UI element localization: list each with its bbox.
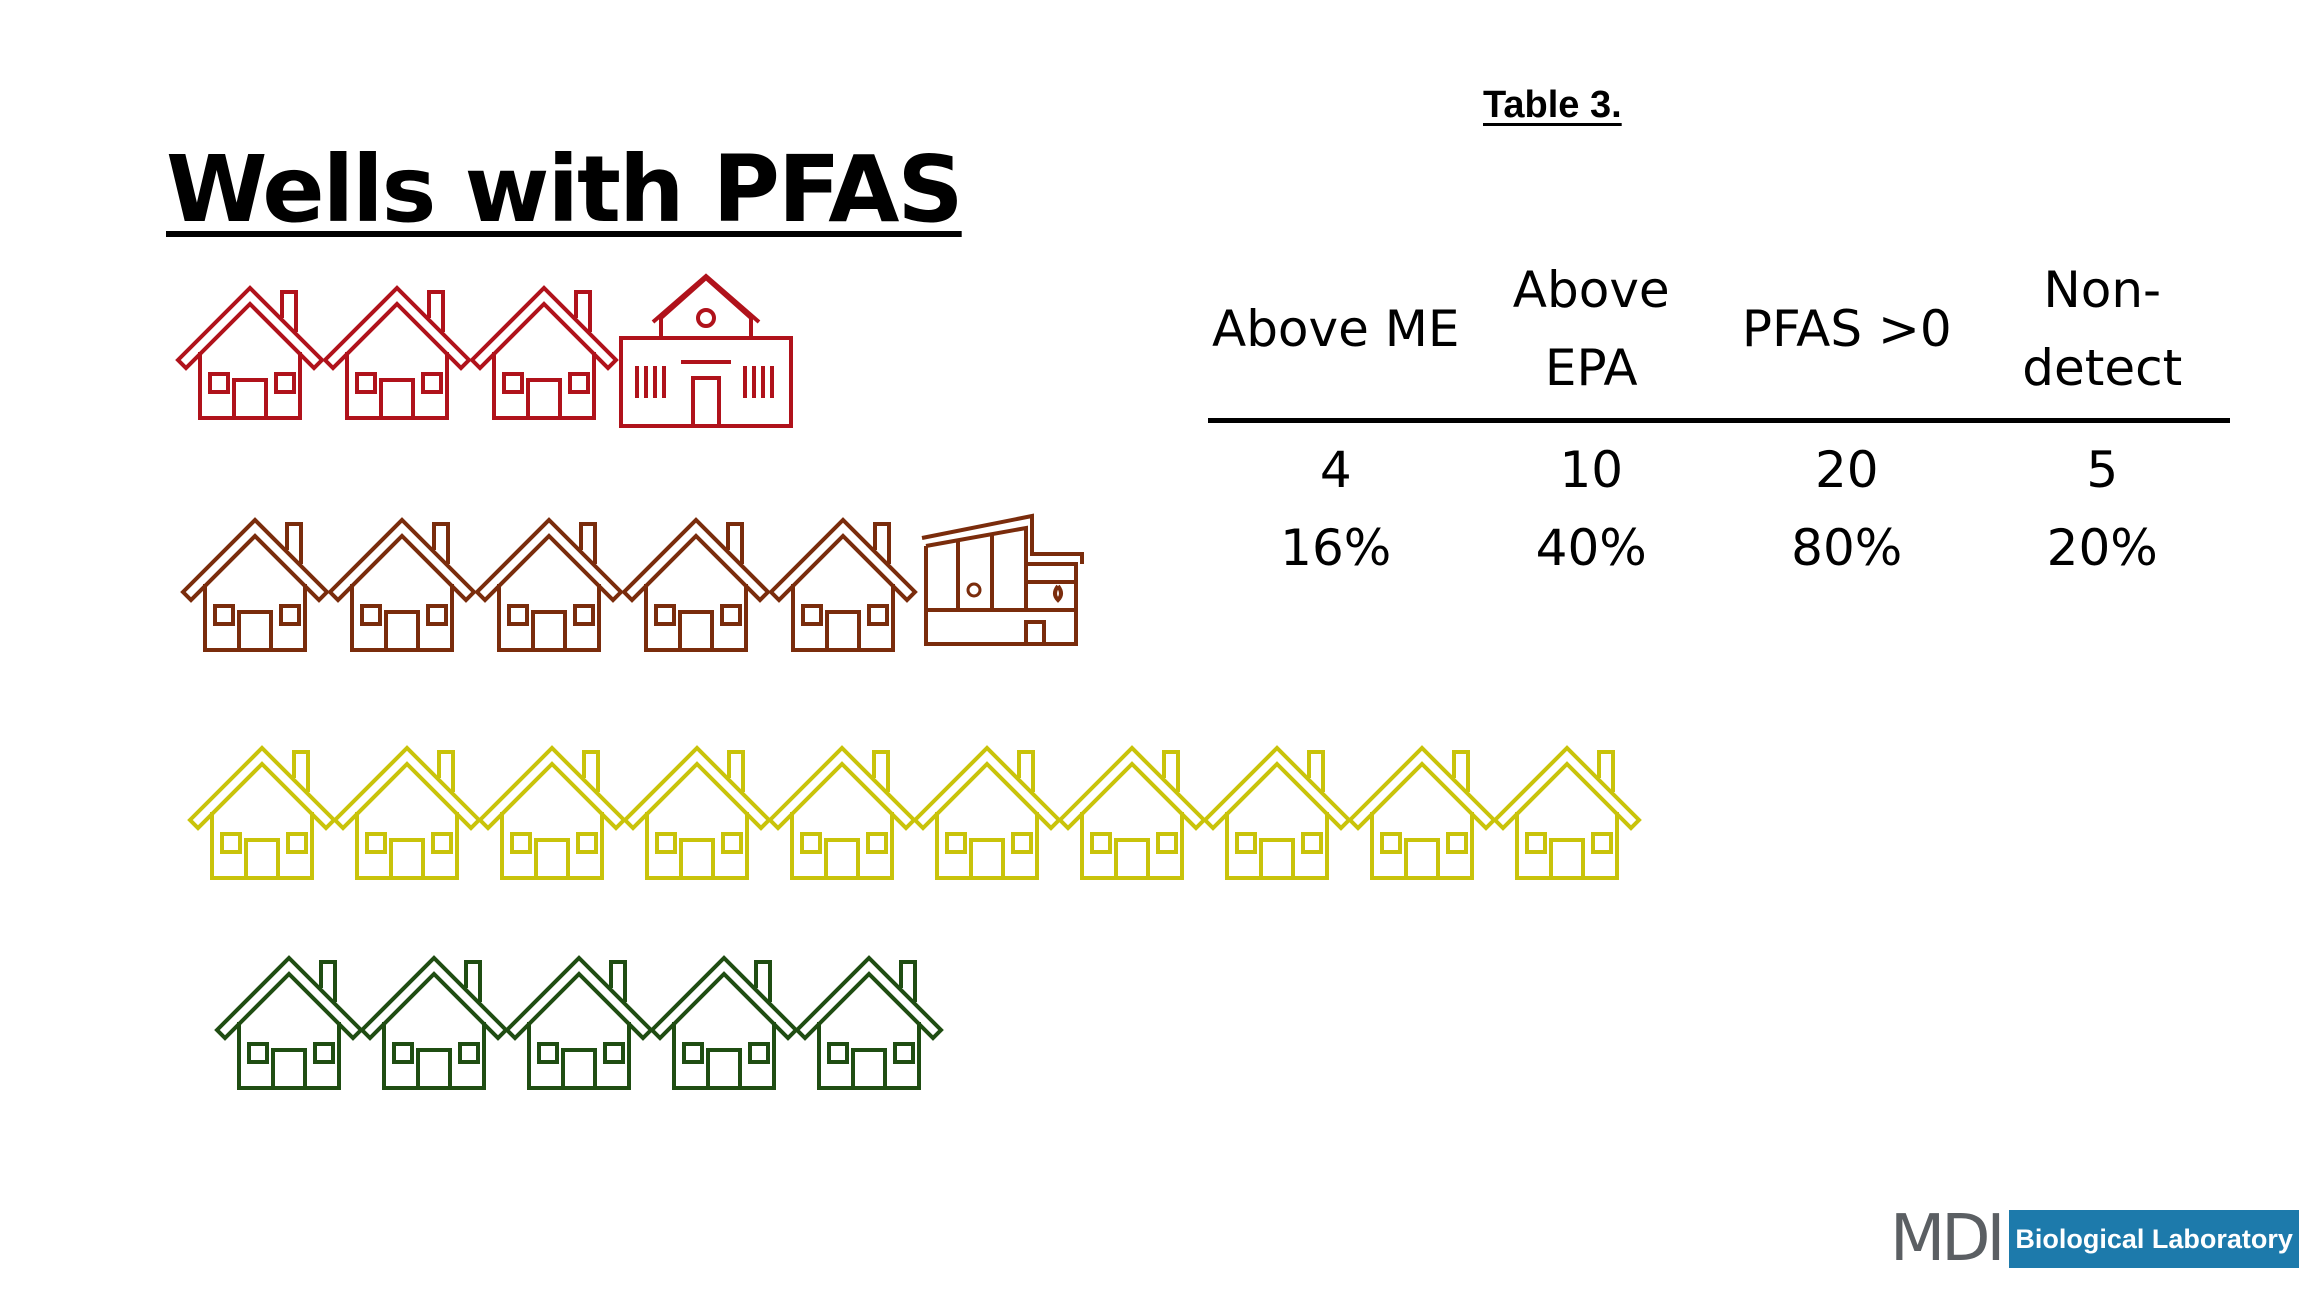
house-icon [187, 745, 337, 880]
house-icon [504, 955, 654, 1090]
house-icon [469, 285, 619, 420]
table-row-percents: 16% 40% 80% 20% [1208, 509, 2230, 587]
icon-row-3 [187, 745, 1642, 880]
house-icon [767, 745, 917, 880]
house-icon [912, 745, 1062, 880]
logo-name: Biological Laboratory [2009, 1210, 2299, 1268]
header-pfas-above-zero: PFAS >0 [1719, 240, 1975, 423]
daycare-building-icon [921, 513, 1084, 646]
count-cell: 5 [2086, 441, 2119, 499]
house-icon [359, 955, 509, 1090]
house-icon [1057, 745, 1207, 880]
header-above-me: Above ME [1208, 240, 1464, 423]
count-cell: 10 [1559, 441, 1624, 499]
house-icon [649, 955, 799, 1090]
house-icon [1202, 745, 1352, 880]
count-cell: 20 [1814, 441, 1879, 499]
house-icon [175, 285, 325, 420]
house-icon [327, 517, 477, 652]
table-caption: Table 3. [1483, 84, 1622, 126]
header-above-epa: Above EPA [1463, 240, 1719, 423]
house-icon [794, 955, 944, 1090]
house-icon [180, 517, 330, 652]
percent-cell: 80% [1791, 519, 1903, 577]
percent-cell: 20% [2046, 519, 2158, 577]
house-icon [622, 745, 772, 880]
count-cell: 4 [1319, 441, 1352, 499]
house-icon [474, 517, 624, 652]
house-icon [1492, 745, 1642, 880]
percent-cell: 16% [1280, 519, 1392, 577]
pfas-summary-table: Above ME Above EPA PFAS >0 Non-detect 4 1… [1208, 240, 2230, 587]
header-non-detect: Non-detect [1974, 240, 2230, 423]
school-icon [619, 273, 793, 428]
house-icon [214, 955, 364, 1090]
slide-title: Wells with PFAS [166, 136, 964, 243]
table-header-row: Above ME Above EPA PFAS >0 Non-detect [1208, 240, 2230, 423]
house-icon [332, 745, 482, 880]
icon-row-4 [214, 955, 944, 1090]
icon-row-1 [175, 273, 793, 428]
house-icon [621, 517, 771, 652]
mdi-logo: MDI Biological Laboratory [1890, 1202, 2299, 1276]
house-icon [1347, 745, 1497, 880]
logo-mark: MDI [1890, 1202, 2005, 1276]
percent-cell: 40% [1535, 519, 1647, 577]
house-icon [322, 285, 472, 420]
house-icon [477, 745, 627, 880]
icon-row-2 [180, 513, 1084, 652]
house-icon [768, 517, 918, 652]
table-row-counts: 4 10 20 5 [1208, 421, 2230, 510]
